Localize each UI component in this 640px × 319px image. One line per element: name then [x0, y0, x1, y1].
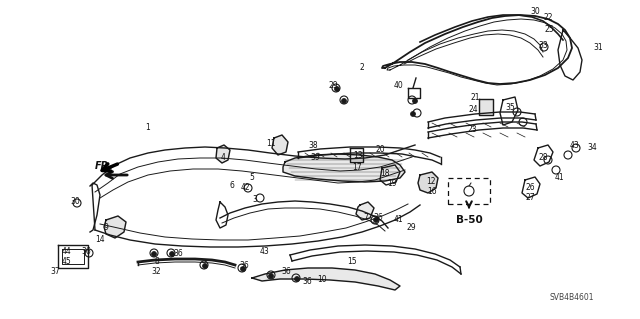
Text: 43: 43 — [259, 248, 269, 256]
Text: 24: 24 — [468, 106, 478, 115]
Text: 15: 15 — [347, 257, 357, 266]
Text: 42: 42 — [240, 183, 250, 192]
Text: 9: 9 — [104, 224, 108, 233]
Text: 36: 36 — [81, 248, 91, 256]
Text: 26: 26 — [525, 183, 535, 192]
Text: 5: 5 — [250, 174, 255, 182]
Text: 30: 30 — [70, 197, 80, 206]
Circle shape — [241, 266, 246, 271]
Text: 11: 11 — [266, 138, 276, 147]
Circle shape — [269, 273, 273, 278]
Polygon shape — [356, 202, 374, 220]
Text: 39: 39 — [310, 152, 320, 161]
Text: 20: 20 — [375, 145, 385, 154]
Circle shape — [410, 112, 415, 116]
Circle shape — [170, 251, 175, 256]
Text: 40: 40 — [394, 81, 404, 91]
Text: 36: 36 — [373, 213, 383, 222]
Circle shape — [335, 86, 339, 92]
Circle shape — [342, 99, 346, 103]
Text: 32: 32 — [151, 268, 161, 277]
Text: SVB4B4601: SVB4B4601 — [550, 293, 595, 302]
Text: 36: 36 — [239, 261, 249, 270]
Text: 10: 10 — [317, 276, 327, 285]
Text: 16: 16 — [427, 188, 437, 197]
Text: 36: 36 — [281, 268, 291, 277]
Text: 25: 25 — [544, 26, 554, 34]
Text: 29: 29 — [406, 224, 416, 233]
Text: 36: 36 — [302, 278, 312, 286]
Polygon shape — [104, 216, 126, 238]
Circle shape — [374, 218, 378, 222]
Text: 35: 35 — [505, 103, 515, 113]
Text: 38: 38 — [308, 140, 318, 150]
Text: 13: 13 — [353, 152, 363, 160]
Text: 41: 41 — [393, 216, 403, 225]
Text: 31: 31 — [593, 43, 603, 53]
Text: 17: 17 — [352, 162, 362, 172]
Text: 7: 7 — [364, 213, 369, 222]
Text: 19: 19 — [387, 179, 397, 188]
Text: 34: 34 — [587, 144, 597, 152]
Text: 28: 28 — [538, 153, 548, 162]
Text: 4: 4 — [221, 153, 225, 162]
Text: 3: 3 — [253, 196, 257, 204]
Text: 44: 44 — [62, 248, 72, 256]
Text: 2: 2 — [360, 63, 364, 72]
Text: 29: 29 — [328, 81, 338, 91]
Text: 12: 12 — [426, 177, 436, 187]
Text: 33: 33 — [538, 41, 548, 49]
Text: 6: 6 — [230, 181, 234, 189]
Text: 45: 45 — [61, 257, 71, 266]
Polygon shape — [418, 172, 438, 193]
Text: 23: 23 — [467, 125, 477, 135]
Polygon shape — [283, 154, 405, 182]
Text: 30: 30 — [530, 8, 540, 17]
Circle shape — [152, 251, 157, 256]
Text: 37: 37 — [50, 268, 60, 277]
Polygon shape — [216, 145, 230, 163]
Text: 14: 14 — [95, 235, 105, 244]
Polygon shape — [479, 99, 493, 115]
Text: 1: 1 — [146, 123, 150, 132]
Text: 22: 22 — [543, 13, 553, 23]
Circle shape — [413, 99, 417, 103]
Text: B-50: B-50 — [456, 215, 483, 225]
Text: 36: 36 — [173, 249, 183, 257]
Text: FR.: FR. — [95, 161, 113, 171]
Text: 41: 41 — [554, 174, 564, 182]
Polygon shape — [252, 268, 400, 290]
Circle shape — [294, 277, 300, 281]
Circle shape — [202, 263, 207, 269]
Text: 8: 8 — [155, 257, 159, 266]
Text: 21: 21 — [470, 93, 480, 102]
Text: 18: 18 — [380, 168, 390, 177]
Text: 27: 27 — [525, 194, 535, 203]
Polygon shape — [272, 135, 288, 155]
Text: 43: 43 — [569, 140, 579, 150]
